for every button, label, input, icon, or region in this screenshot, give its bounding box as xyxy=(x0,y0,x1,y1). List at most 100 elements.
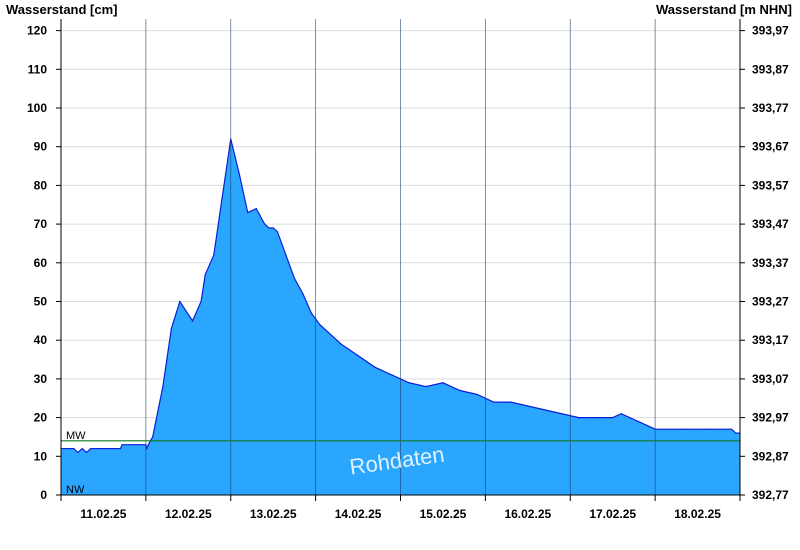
data-point xyxy=(90,447,92,450)
data-point xyxy=(730,428,733,430)
x-tick-label: 18.02.25 xyxy=(674,507,721,521)
y-right-tick-label: 393,57 xyxy=(752,178,789,192)
data-point xyxy=(191,320,194,322)
y-left-tick-label: 70 xyxy=(34,217,48,231)
y-left-tick-label: 120 xyxy=(27,24,47,38)
data-point xyxy=(391,374,393,376)
y-ticks-left: 0 10 20 30 40 50 60 70 80 90 100 110 120 xyxy=(27,24,61,502)
data-point xyxy=(200,300,202,303)
data-point xyxy=(247,211,249,214)
data-point xyxy=(310,312,312,314)
reference-label-mw: MW xyxy=(66,430,86,442)
y-right-tick-label: 393,67 xyxy=(752,140,789,154)
data-point xyxy=(179,300,181,303)
data-point xyxy=(255,208,257,210)
y-left-tick-label: 30 xyxy=(34,372,48,386)
x-tick-label: 12.02.25 xyxy=(165,507,212,521)
y-right-tick-label: 393,07 xyxy=(752,372,789,386)
data-point xyxy=(213,254,215,256)
y-right-tick-label: 393,37 xyxy=(752,256,789,270)
data-point xyxy=(442,382,444,384)
y-axis-right-label: Wasserstand [m NHN] xyxy=(656,2,792,17)
data-point xyxy=(264,223,266,225)
x-tick-label: 16.02.25 xyxy=(504,507,551,521)
data-point xyxy=(268,227,270,229)
x-tick-label: 13.02.25 xyxy=(250,507,297,521)
data-point xyxy=(629,417,631,419)
data-point xyxy=(544,409,546,411)
y-right-tick-label: 393,87 xyxy=(752,62,789,76)
data-point xyxy=(735,432,737,434)
data-point xyxy=(327,331,329,334)
data-point xyxy=(147,444,150,446)
y-left-tick-label: 40 xyxy=(34,333,48,347)
data-point xyxy=(81,447,83,450)
data-point xyxy=(510,401,512,403)
data-point xyxy=(73,447,75,450)
data-point xyxy=(146,447,148,450)
y-right-tick-label: 393,17 xyxy=(752,333,789,347)
data-point xyxy=(102,447,105,450)
y-left-tick-label: 110 xyxy=(28,62,48,76)
y-right-tick-label: 393,77 xyxy=(752,101,789,115)
reference-lines: MW NW xyxy=(61,430,740,496)
x-tick-label: 15.02.25 xyxy=(420,507,467,521)
y-right-tick-label: 393,27 xyxy=(752,295,789,309)
x-tick-label: 14.02.25 xyxy=(335,507,382,521)
y-right-tick-label: 393,47 xyxy=(752,217,789,231)
data-point xyxy=(319,324,321,326)
data-point xyxy=(637,420,639,423)
data-point xyxy=(293,277,296,279)
data-point xyxy=(119,447,122,450)
data-point xyxy=(77,451,79,454)
data-point xyxy=(527,405,529,407)
data-point xyxy=(238,173,240,175)
data-point xyxy=(705,428,707,430)
data-point xyxy=(276,231,279,233)
data-point xyxy=(408,382,410,384)
day-dividers xyxy=(145,19,656,495)
y-left-tick-label: 0 xyxy=(40,488,47,502)
y-left-tick-label: 90 xyxy=(34,140,48,154)
data-point xyxy=(281,242,283,245)
data-point xyxy=(493,401,495,403)
data-point xyxy=(561,413,563,415)
data-point xyxy=(459,389,461,392)
y-left-tick-label: 60 xyxy=(34,256,48,270)
y-left-tick-label: 10 xyxy=(34,449,48,463)
data-point xyxy=(425,386,427,388)
y-left-tick-label: 80 xyxy=(34,178,48,192)
data-point xyxy=(340,343,342,345)
data-point xyxy=(646,424,648,426)
y-left-tick-label: 20 xyxy=(34,411,48,425)
data-point xyxy=(285,254,287,256)
data-point xyxy=(595,417,597,419)
x-ticks: 11.02.25 12.02.25 13.02.25 14.02.25 15.02.25… xyxy=(60,495,741,521)
data-point xyxy=(204,273,206,276)
data-point xyxy=(679,428,682,430)
y-left-tick-label: 50 xyxy=(34,295,48,309)
x-tick-label: 17.02.25 xyxy=(589,507,636,521)
data-point xyxy=(578,417,580,419)
y-right-tick-label: 392,87 xyxy=(752,449,789,463)
data-point xyxy=(162,386,164,388)
data-point xyxy=(272,227,274,229)
data-point xyxy=(612,417,614,419)
y-axis-left-label: Wasserstand [cm] xyxy=(6,2,118,17)
y-right-tick-label: 392,77 xyxy=(752,488,789,502)
data-point xyxy=(620,413,622,415)
data-point xyxy=(121,444,123,446)
data-point xyxy=(374,366,376,368)
data-point xyxy=(221,196,223,198)
y-left-tick-label: 100 xyxy=(27,101,47,115)
data-point xyxy=(85,451,88,454)
data-point xyxy=(476,393,478,395)
reference-label-nw: NW xyxy=(66,484,85,496)
y-right-tick-label: 392,97 xyxy=(752,411,789,425)
y-ticks-right: 392,77 392,87 392,97 393,07 393,17 393,27 393,… xyxy=(740,24,789,502)
data-point xyxy=(170,327,172,330)
x-tick-label: 11.02.25 xyxy=(80,507,126,521)
data-point xyxy=(152,436,154,438)
data-point xyxy=(357,355,359,357)
